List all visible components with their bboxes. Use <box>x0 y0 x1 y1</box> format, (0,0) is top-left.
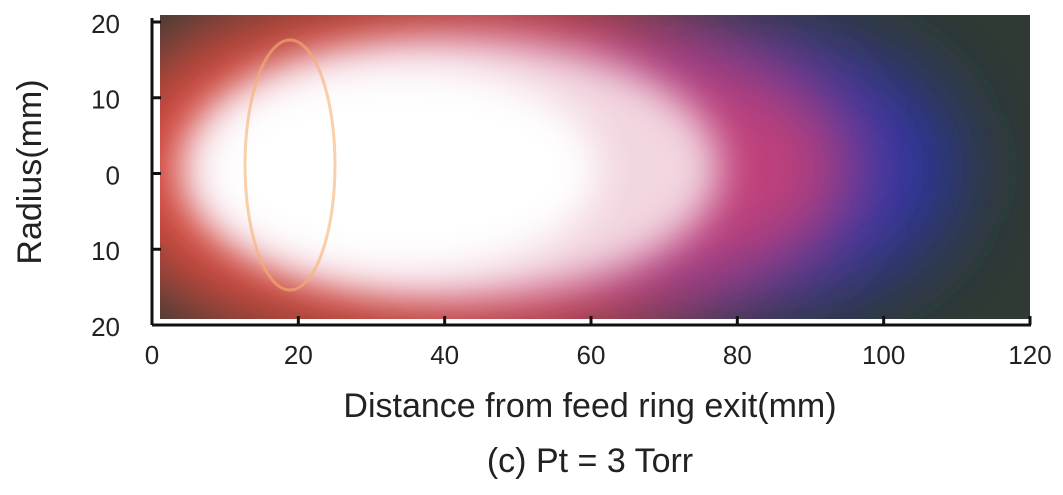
x-tick-label: 40 <box>430 340 459 370</box>
x-tick-label: 120 <box>1008 340 1051 370</box>
y-tick-label: 10 <box>91 85 120 115</box>
x-tick-label: 100 <box>862 340 905 370</box>
y-tick-label: 10 <box>91 236 120 266</box>
chart: Distance from feed ring exit(mm) (c) Pt … <box>0 0 1063 490</box>
y-tick-label: 20 <box>91 9 120 39</box>
x-tick-label: 80 <box>723 340 752 370</box>
x-axis-label: Distance from feed ring exit(mm) <box>343 387 836 425</box>
y-axis-label: Radius(mm) <box>11 79 49 264</box>
chart-title: (c) Pt = 3 Torr <box>487 442 693 480</box>
y-tick-label: 0 <box>106 160 120 190</box>
x-tick-label: 20 <box>284 340 313 370</box>
y-tick-label: 20 <box>91 312 120 342</box>
x-tick-label: 60 <box>577 340 606 370</box>
x-tick-label: 0 <box>145 340 159 370</box>
plasma-image <box>90 0 1030 360</box>
